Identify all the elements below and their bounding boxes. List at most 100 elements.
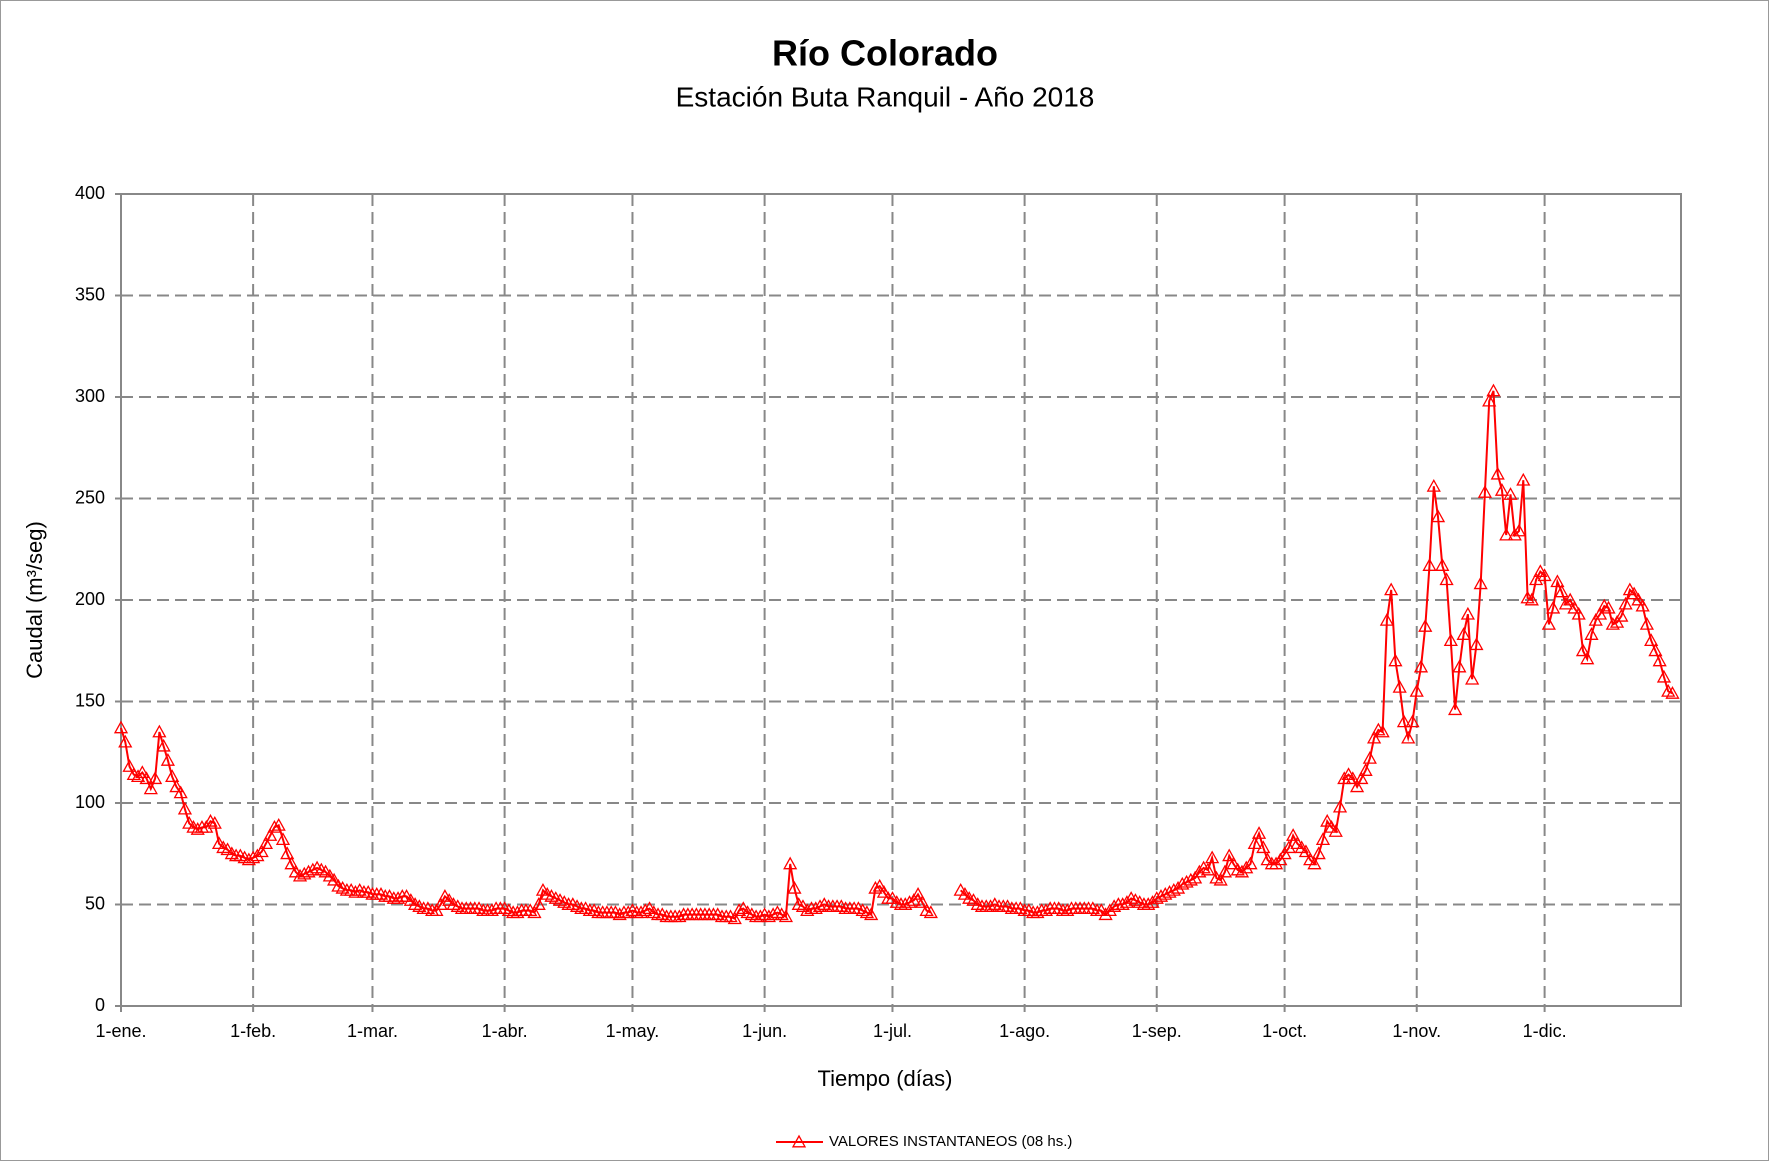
data-point [1060,903,1075,917]
data-point [872,878,887,892]
data-point [1418,619,1433,632]
data-point [1435,558,1450,571]
data-point [143,781,158,795]
data-point [1239,860,1254,874]
data-point [1388,653,1403,667]
data-point [621,905,636,919]
data-point [1405,714,1420,728]
data-point [1102,903,1117,917]
data-point [173,785,188,799]
data-point [527,905,542,919]
data-point [1286,828,1301,841]
data-point [1226,856,1241,870]
data-point [1575,643,1591,657]
data-point [1439,572,1454,586]
data-point [1273,852,1288,866]
y-tick-label: 50 [85,893,105,913]
data-point [246,850,261,864]
data-point [1384,582,1399,596]
data-point [267,820,282,833]
data-point [1401,730,1416,744]
data-point [1541,617,1556,630]
data-point [1465,671,1480,685]
data-point [1409,684,1424,697]
data-point [531,897,546,910]
data-point [113,720,129,734]
data-point [1588,612,1603,626]
data-point [1354,771,1369,785]
data-point [1170,880,1186,894]
data-point [1644,633,1659,647]
data-point [280,846,295,860]
data-point [1392,679,1407,693]
y-tick-label: 150 [75,690,105,710]
data-point [1332,799,1348,813]
data-point [1311,846,1326,860]
data-point [1396,714,1412,728]
x-tick-label: 1-abr. [482,1021,528,1041]
data-point [1213,872,1228,886]
data-point [783,856,798,870]
y-tick-label: 200 [75,589,105,609]
data-point [910,887,926,900]
data-point [1320,813,1335,827]
data-point [1656,669,1672,683]
data-point [1477,485,1493,498]
data-point [1592,606,1608,620]
data-point [1614,608,1629,622]
data-point [983,899,998,912]
data-point [1537,568,1552,582]
data-point [1503,487,1518,500]
x-tick-label: 1-feb. [230,1021,276,1041]
data-point [1499,527,1514,541]
data-point [864,907,879,921]
legend-label: VALORES INSTANTANEOS (08 hs.) [829,1133,1072,1150]
data-point [1601,600,1616,614]
data-point [1141,897,1156,910]
data-point [169,779,184,793]
data-point [1609,614,1625,628]
chart-title: Río Colorado [772,33,998,74]
data-point [1367,730,1382,744]
data-point [118,734,133,748]
data-point [1490,466,1505,480]
data-point [1222,848,1237,862]
data-point [1494,483,1510,496]
data-point [190,822,205,835]
data-point [1277,846,1292,860]
data-point [1456,627,1471,640]
data-point [207,815,222,829]
x-tick-label: 1-mar. [347,1021,398,1041]
data-point [1251,826,1267,839]
data-point [727,911,742,925]
data-point [812,899,828,912]
data-point [1571,606,1586,620]
data-point [254,844,269,858]
data-point [1618,596,1633,610]
data-point [1187,870,1203,884]
x-tick-label: 1-ene. [95,1021,146,1041]
data-point [902,895,917,908]
data-point [429,903,444,917]
data-point [156,738,171,752]
data-point [1307,856,1322,870]
data-point [1375,724,1390,738]
data-point [1507,527,1522,541]
data-point [1192,864,1207,878]
data-point [1580,651,1595,665]
data-point [731,903,747,917]
data-point [1443,633,1458,647]
data-point [1256,840,1271,854]
data-point [1345,771,1360,785]
data-point [1473,576,1488,590]
data-point [1426,478,1441,492]
y-tick-label: 400 [75,183,105,203]
y-tick-label: 350 [75,284,105,304]
data-point [1452,659,1467,673]
y-tick-label: 250 [75,487,105,507]
data-point [1315,832,1331,845]
data-point [915,895,930,908]
data-point [284,856,299,870]
data-point [1665,686,1680,699]
